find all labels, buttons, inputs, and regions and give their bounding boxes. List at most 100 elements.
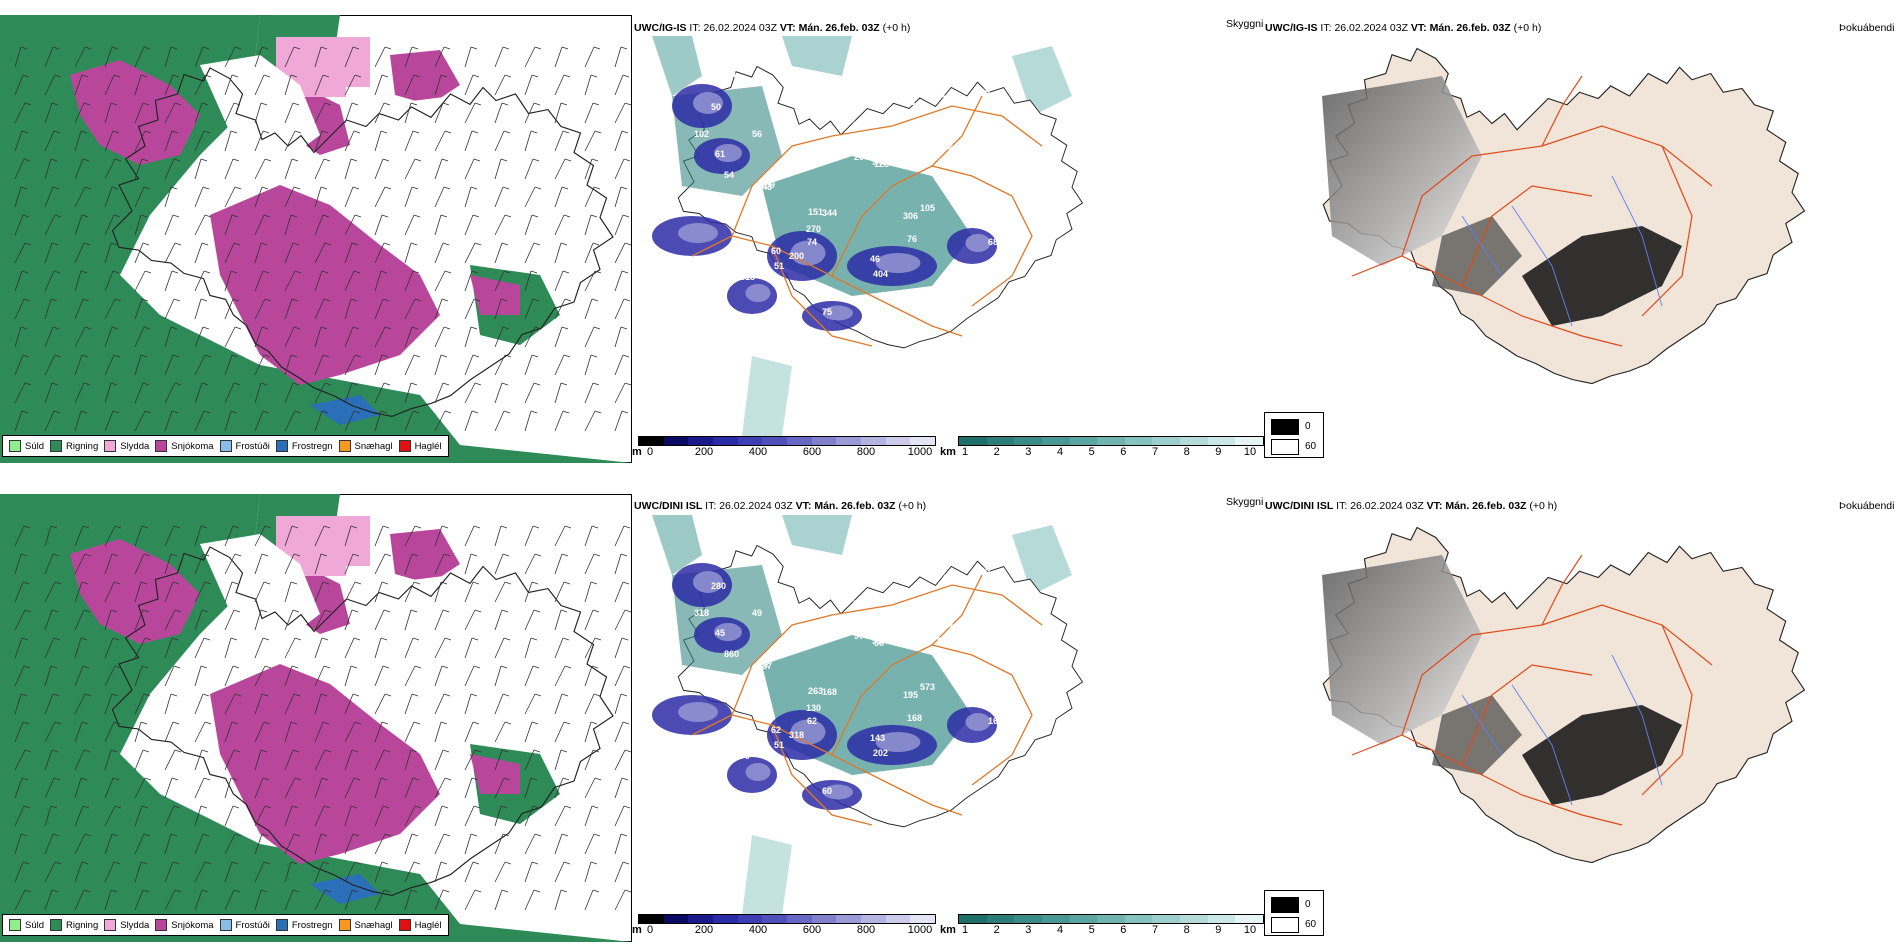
cloud-base-label: 51 [774, 740, 784, 750]
cloud-base-label: 140 [902, 559, 917, 569]
legend-item: Frostregn [275, 440, 333, 452]
vt-value: Mán. 26.feb. 03Z [1429, 22, 1511, 34]
colorbar-segment [1124, 915, 1153, 923]
legend-swatch [275, 440, 288, 452]
colorbar-tick: 1 [961, 446, 969, 458]
cloud-base-label: 100 [870, 93, 885, 103]
legend-label: Frostúði [235, 440, 270, 452]
cloud-base-unit: m [632, 924, 642, 936]
colorbar-segment [1207, 437, 1236, 445]
colorbar-segment [885, 437, 911, 445]
precip-type-map [0, 494, 632, 942]
legend-label: Haglél [414, 919, 442, 931]
colorbar-tick: 9 [1215, 924, 1222, 936]
cloud-base-label: 333 [900, 97, 915, 107]
cloud-base-label: 49 [752, 608, 762, 618]
cloud-base-label: 56 [874, 638, 884, 648]
colorbar-tick: 5 [1088, 924, 1095, 936]
cloud-base-label: 143 [870, 733, 885, 743]
colorbar-segment [836, 437, 862, 445]
colorbar-tick: 10 [1243, 446, 1257, 458]
cloud-base-label: 93 [922, 566, 932, 576]
cloud-base-label: 151 [784, 552, 799, 562]
legend-item: Snæhagl [338, 919, 393, 931]
colorbar-segment [1152, 915, 1181, 923]
legend-swatch [9, 440, 21, 452]
legend-label: Frostregn [291, 919, 333, 931]
legend-item: Slydda [104, 919, 149, 931]
cloud-base-label: 105 [752, 707, 767, 717]
fog-legend: 0 60 [1264, 890, 1324, 936]
fog-legend-label: 60 [1305, 441, 1317, 452]
precip-type-map [0, 15, 632, 463]
colorbar-segment [885, 915, 911, 923]
legend-item: Súld [9, 440, 44, 452]
colorbar-tick: 7 [1151, 446, 1159, 458]
colorbar-segment [1041, 915, 1070, 923]
cloud-base-label: 97 [854, 631, 864, 641]
cloud-base-label: 124 [887, 128, 902, 138]
it-value: 26.02.2024 03Z [1334, 22, 1408, 34]
fog-legend-swatch [1271, 439, 1299, 455]
legend-item: Snjókoma [155, 919, 214, 931]
colorbar-tick: 600 [802, 924, 822, 936]
cloud-base-label: 195 [903, 690, 918, 700]
vt-label: VT: [1426, 500, 1443, 512]
legend-label: Haglél [414, 440, 442, 452]
cloud-base-label: 37 [762, 661, 772, 671]
colorbar-tick: 200 [694, 446, 714, 458]
cloud-base-label: 45 [715, 628, 725, 638]
cloud-base-label: 404 [873, 269, 888, 279]
colorbar-segment [1207, 915, 1236, 923]
legend-swatch [219, 919, 232, 931]
vt-label: VT: [779, 22, 796, 34]
fog-title: Þokuábendi [1839, 500, 1895, 512]
colorbar-segment [787, 437, 812, 445]
cloud-base-label: 130 [806, 703, 821, 713]
colorbar-tick: 2 [993, 924, 1000, 936]
it-label: IT: [1320, 22, 1332, 34]
cloud-base-label: 26 [980, 87, 990, 97]
cloud-base-label: 118 [1000, 174, 1015, 184]
offset: (+0 h) [1529, 500, 1558, 512]
colorbar-tick: 800 [856, 446, 876, 458]
model-label: UWC/IG-IS [634, 22, 687, 34]
colorbar-segment [1152, 437, 1181, 445]
fog-legend: 0 60 [1264, 412, 1324, 458]
cloud-base-colorbar [638, 436, 936, 446]
offset: (+0 h) [1513, 22, 1542, 34]
colorbar-tick: 3 [1025, 924, 1032, 936]
cloud-base-label: 105 [920, 203, 935, 213]
cloud-base-label: 62 [771, 725, 781, 735]
it-value: 26.02.2024 03Z [719, 500, 793, 512]
precip-legend: Súld Rigning Slydda Snjókoma Frostúði Frostre… [2, 914, 449, 936]
cloud-base-label: 263 [808, 686, 823, 696]
cloud-base-label: 318 [789, 730, 804, 740]
colorbar-tick: 2 [993, 446, 1000, 458]
precip-legend: Súld Rigning Slydda Snjókoma Frostúði Frostre… [2, 435, 449, 457]
cloud-base-label: 58 [977, 313, 987, 323]
colorbar-tick: 9 [1215, 446, 1222, 458]
cloud-base-label: 43 [762, 182, 772, 192]
colorbar-segment [688, 437, 714, 445]
model-label: UWC/DINI ISL [1265, 500, 1334, 512]
colorbar-tick: 200 [694, 924, 714, 936]
colorbar-segment [639, 437, 664, 445]
legend-label: Súld [25, 919, 45, 931]
colorbar-segment [1069, 915, 1098, 923]
legend-label: Frostregn [291, 440, 333, 452]
legend-swatch [398, 919, 411, 931]
legend-swatch [9, 919, 21, 931]
colorbar-tick: 600 [802, 446, 822, 458]
cloud-base-label: 101 [722, 69, 737, 79]
colorbar-segment [1014, 437, 1042, 445]
cloud-base-label: 191 [784, 73, 799, 83]
legend-swatch [338, 440, 351, 452]
cloud-base-label: 247 [987, 267, 1002, 277]
cloud-base-label: 51 [774, 261, 784, 271]
vt-value: Mán. 26.feb. 03Z [1445, 500, 1527, 512]
cloud-base-label: 60 [771, 246, 781, 256]
colorbar-segment [861, 437, 886, 445]
cloud-base-label: 109 [760, 180, 775, 190]
cloud-base-label: 49 [752, 228, 762, 238]
